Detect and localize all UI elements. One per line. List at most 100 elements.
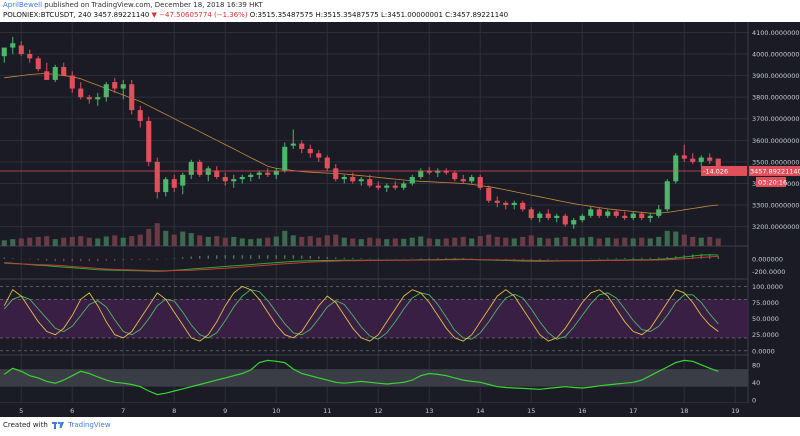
candle-body bbox=[146, 120, 152, 162]
volume-bar bbox=[367, 237, 373, 246]
candle-body bbox=[154, 161, 160, 193]
candle-body bbox=[435, 170, 441, 173]
volume-bar bbox=[613, 238, 619, 246]
time-tick-label: 11 bbox=[323, 407, 331, 415]
candle-body bbox=[205, 168, 211, 175]
volume-bar bbox=[605, 237, 611, 246]
volume-bar bbox=[154, 223, 160, 246]
candle-body bbox=[511, 202, 517, 206]
candle-body bbox=[562, 215, 568, 225]
stoch-band bbox=[0, 299, 748, 338]
created-with-text: Created with bbox=[3, 421, 48, 429]
footer: Created with TradingView bbox=[0, 417, 800, 436]
time-tick-label: 18 bbox=[680, 407, 688, 415]
candle-body bbox=[256, 172, 262, 175]
candle-body bbox=[35, 58, 41, 70]
candle-body bbox=[137, 110, 143, 121]
volume-bar bbox=[299, 236, 305, 246]
volume-bar bbox=[588, 236, 594, 246]
candle-body bbox=[613, 211, 619, 216]
volume-bar bbox=[95, 238, 101, 246]
candle-body bbox=[698, 157, 704, 162]
candle-body bbox=[188, 161, 194, 175]
candle-body bbox=[477, 176, 483, 188]
candle-body bbox=[333, 168, 339, 180]
candle-body bbox=[180, 174, 186, 186]
volume-bar bbox=[307, 236, 313, 246]
candle-body bbox=[239, 176, 245, 180]
time-tick-label: 16 bbox=[578, 407, 586, 415]
volume-bar bbox=[401, 238, 407, 246]
rsi-tick-label: 80 bbox=[752, 361, 760, 369]
candle-body bbox=[69, 75, 75, 89]
candle-body bbox=[392, 185, 398, 188]
volume-bar bbox=[596, 238, 602, 246]
countdown-badge-text: 03:20:16 bbox=[758, 178, 787, 186]
tradingview-logo-icon bbox=[52, 421, 65, 429]
stoch-d-line bbox=[3, 289, 719, 340]
candle-body bbox=[656, 209, 662, 216]
volume-bar bbox=[579, 237, 585, 246]
publish-line: AprilBewell published on TradingView.com… bbox=[3, 1, 263, 9]
volume-bar bbox=[333, 234, 339, 246]
author-link[interactable]: AprilBewell bbox=[3, 1, 43, 9]
change-badge bbox=[701, 165, 747, 176]
volume-bar bbox=[503, 237, 509, 246]
candle-body bbox=[664, 181, 670, 210]
price-tick-label: 3700.00000000 bbox=[752, 115, 800, 123]
volume-bar bbox=[656, 236, 662, 246]
candle-body bbox=[418, 170, 424, 177]
volume-bar bbox=[78, 236, 84, 246]
volume-bar bbox=[469, 238, 475, 246]
low-text: L:3451.00000001 bbox=[380, 11, 443, 19]
candle-body bbox=[571, 220, 577, 225]
volume-bar bbox=[120, 237, 126, 246]
candle-body bbox=[537, 213, 543, 218]
volume-bar bbox=[10, 239, 16, 246]
down-arrow-icon: ▼ bbox=[151, 11, 157, 19]
volume-bar bbox=[61, 237, 67, 246]
candle-body bbox=[503, 202, 509, 206]
volume-bar bbox=[35, 236, 41, 246]
candle-body bbox=[10, 43, 16, 48]
candle-body bbox=[443, 170, 449, 173]
tradingview-brand-link[interactable]: TradingView bbox=[68, 421, 111, 429]
close-text: C:3457.89221140 bbox=[445, 11, 509, 19]
volume-bar bbox=[341, 237, 347, 246]
stoch-tick-label: 0.0000 bbox=[752, 347, 775, 355]
chart-background bbox=[0, 22, 800, 417]
stoch-tick-label: 100.0000 bbox=[752, 283, 783, 291]
candle-body bbox=[494, 200, 500, 203]
change-text: −47.50605774 (−1.36%) bbox=[159, 11, 248, 19]
candle-body bbox=[367, 179, 373, 186]
time-tick-label: 19 bbox=[731, 407, 739, 415]
time-tick-label: 10 bbox=[272, 407, 280, 415]
volume-bar bbox=[673, 231, 679, 246]
volume-bar bbox=[214, 236, 220, 246]
volume-bar bbox=[197, 235, 203, 246]
volume-bar bbox=[350, 238, 356, 246]
candle-body bbox=[163, 179, 169, 193]
candle-body bbox=[61, 66, 67, 76]
time-tick-label: 12 bbox=[374, 407, 382, 415]
volume-bar bbox=[562, 236, 568, 246]
candle-body bbox=[44, 71, 50, 80]
candle-body bbox=[112, 82, 118, 89]
price-tick-label: 4000.00000000 bbox=[752, 51, 800, 59]
volume-bar bbox=[537, 237, 543, 246]
candle-body bbox=[350, 176, 356, 182]
price-axis-background bbox=[748, 22, 800, 417]
volume-bar bbox=[545, 238, 551, 246]
volume-bar bbox=[324, 235, 330, 246]
last-price-badge-group: -14.026 3457.89221140 03:20:16 bbox=[701, 165, 800, 187]
volume-bar bbox=[1, 240, 7, 246]
candle-body bbox=[690, 158, 696, 162]
chart-canvas[interactable]: 4100.00000000 4000.00000000 3900.00000000 3… bbox=[0, 22, 800, 417]
candle-body bbox=[95, 97, 101, 100]
candle-body bbox=[681, 155, 687, 159]
published-text: published on TradingView.com, December 1… bbox=[44, 1, 263, 9]
candle-body bbox=[27, 54, 33, 59]
volume-bar bbox=[27, 237, 33, 246]
macd-tick-label: 0.000000 bbox=[752, 255, 783, 263]
volume-bar bbox=[163, 230, 169, 246]
